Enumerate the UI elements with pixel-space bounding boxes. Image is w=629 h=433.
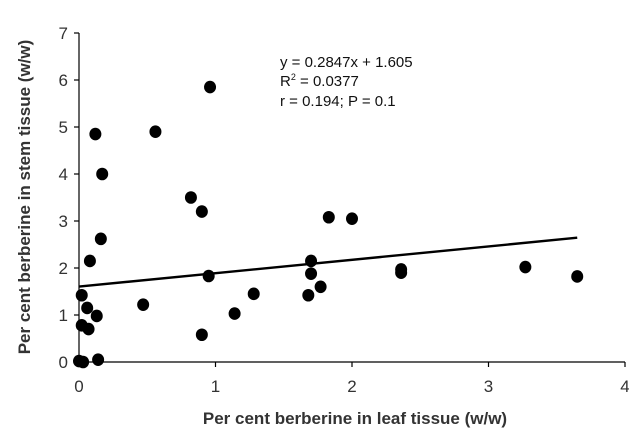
data-point <box>302 288 315 302</box>
r-squared: R2 = 0.0377 <box>280 72 359 90</box>
r-squared-value: = 0.0377 <box>296 73 359 90</box>
y-tick-label: 2 <box>59 259 68 278</box>
regression-equation: y = 0.2847x + 1.605 <box>280 54 413 71</box>
data-point <box>195 328 208 342</box>
x-tick-label: 2 <box>347 377 356 396</box>
y-tick-label: 6 <box>59 71 68 90</box>
x-tick-label: 4 <box>620 377 629 396</box>
x-tick-label: 0 <box>74 377 83 396</box>
data-point <box>322 210 335 224</box>
data-point <box>314 280 327 294</box>
y-tick-label: 3 <box>59 212 68 231</box>
x-axis-title: Per cent berberine in leaf tissue (w/w) <box>203 409 507 428</box>
data-point <box>195 205 208 218</box>
x-tick-label: 3 <box>484 377 493 396</box>
data-point <box>204 80 217 94</box>
data-point <box>90 309 103 323</box>
y-tick-label: 7 <box>59 24 68 43</box>
data-points <box>73 80 584 369</box>
ticks: 0 1 2 3 4 0 1 2 3 4 5 6 7 <box>59 24 629 396</box>
y-tick-label: 1 <box>59 306 68 325</box>
data-point <box>346 212 358 225</box>
data-point <box>395 266 408 280</box>
y-axis-title: Per cent berberine in stem tissue (w/w) <box>15 40 34 355</box>
y-tick-label: 0 <box>59 353 68 372</box>
data-point <box>94 232 107 246</box>
data-point <box>184 191 197 204</box>
data-point <box>81 301 94 315</box>
correlation-stats: r = 0.194; P = 0.1 <box>280 93 396 110</box>
data-point <box>89 127 102 141</box>
data-point <box>75 288 88 302</box>
data-point <box>137 298 150 311</box>
data-point <box>77 355 90 369</box>
y-tick-label: 4 <box>59 165 68 184</box>
data-point <box>82 322 95 336</box>
trendline <box>78 236 578 288</box>
data-point <box>228 307 241 320</box>
data-point <box>202 269 215 283</box>
data-point <box>571 270 584 283</box>
data-point <box>247 287 260 301</box>
r-squared-superscript: 2 <box>291 72 296 82</box>
data-point <box>149 125 162 138</box>
data-point <box>92 353 105 366</box>
r-squared-prefix: R <box>280 73 291 90</box>
x-tick-label: 1 <box>211 377 220 396</box>
data-point <box>96 167 109 181</box>
y-tick-label: 5 <box>59 118 68 137</box>
data-point <box>83 254 96 268</box>
data-point <box>305 267 318 280</box>
data-point <box>519 260 532 274</box>
